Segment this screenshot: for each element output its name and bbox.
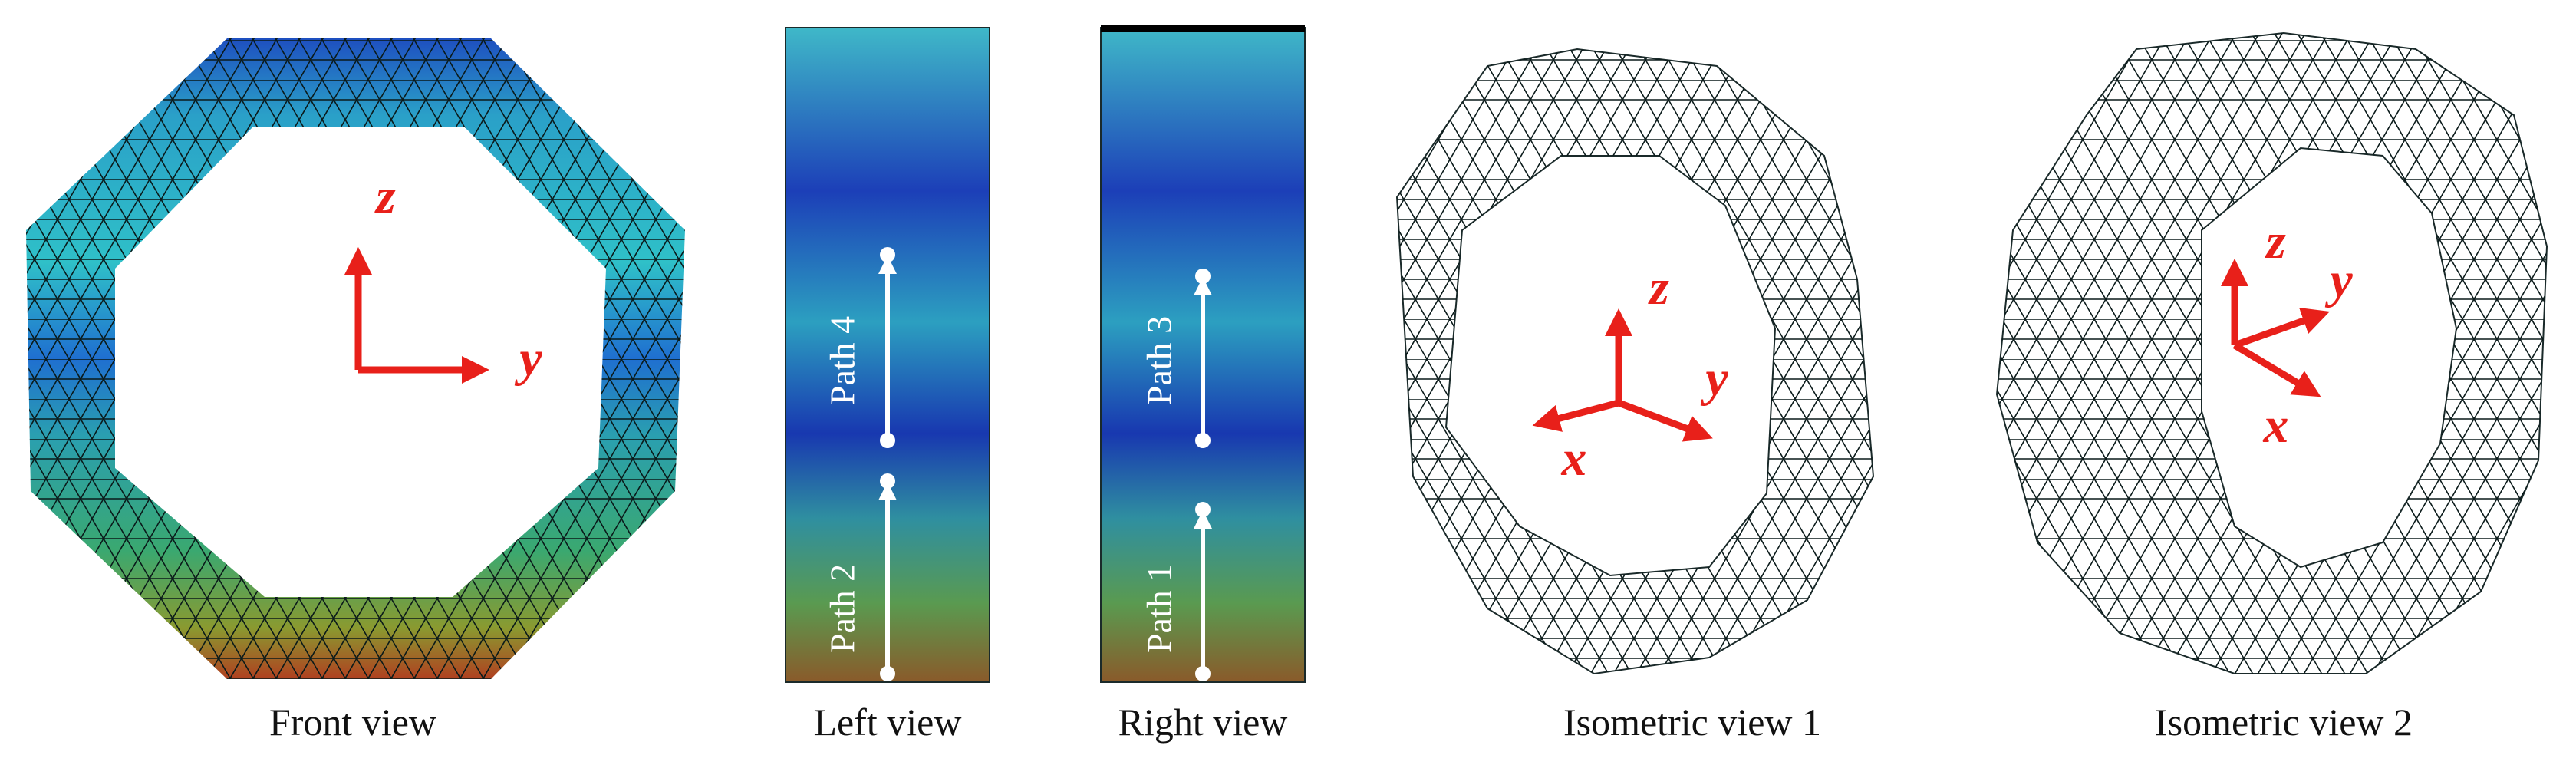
caption: Right view bbox=[1118, 701, 1288, 744]
path-label: Path 2 bbox=[823, 564, 862, 653]
path-start bbox=[880, 473, 895, 489]
path-start bbox=[1195, 502, 1211, 517]
mesh bbox=[1997, 33, 2547, 674]
y-axis-arrow bbox=[2233, 308, 2330, 349]
x-axis-arrow bbox=[2232, 342, 2321, 397]
x-axis-arrow bbox=[1532, 399, 1620, 432]
axis-label: y bbox=[1700, 351, 1728, 407]
path-label: Path 3 bbox=[1140, 316, 1179, 405]
y-axis-arrow bbox=[1617, 399, 1713, 442]
axis-label: x bbox=[1561, 430, 1587, 486]
top-edge bbox=[1101, 25, 1305, 32]
path-label: Path 5 bbox=[2360, 284, 2399, 373]
front-view: z y Front view bbox=[26, 38, 685, 744]
caption: Isometric view 2 bbox=[2155, 701, 2413, 744]
axis-label: x bbox=[2263, 397, 2289, 453]
path-label: Path 4 bbox=[823, 316, 862, 405]
isometric-view-2: Path 5 z y x Isometric view 2 bbox=[1995, 31, 2548, 744]
axis-label: y bbox=[514, 331, 542, 387]
path-end bbox=[880, 433, 895, 448]
path-end bbox=[1195, 666, 1211, 681]
path-start bbox=[1195, 269, 1211, 284]
path-label: Path 1 bbox=[1140, 564, 1179, 653]
path-end bbox=[880, 666, 895, 681]
axis-label: z bbox=[1648, 259, 1669, 315]
caption: Front view bbox=[269, 701, 436, 744]
axis-label: y bbox=[2324, 252, 2353, 308]
path-start bbox=[1520, 227, 1536, 242]
path-start bbox=[2416, 236, 2432, 251]
right-view: Path 3 Path 1 Right view bbox=[1100, 25, 1306, 744]
axis-label: z bbox=[2265, 213, 2286, 269]
mesh bbox=[1397, 49, 1873, 674]
path-start bbox=[880, 247, 895, 262]
caption: Left view bbox=[814, 701, 962, 744]
mesh bbox=[785, 27, 990, 683]
caption: Isometric view 1 bbox=[1563, 701, 1821, 744]
path-label: Path 6 bbox=[1464, 276, 1504, 365]
path-end bbox=[2416, 411, 2432, 427]
path-end bbox=[1195, 433, 1211, 448]
path-end bbox=[1520, 395, 1536, 411]
isometric-view-1: Path 6 z y x Isometric view 1 bbox=[1395, 48, 1875, 744]
left-view: Path 4 Path 2 Left view bbox=[785, 27, 990, 744]
axis-label: z bbox=[374, 168, 396, 224]
